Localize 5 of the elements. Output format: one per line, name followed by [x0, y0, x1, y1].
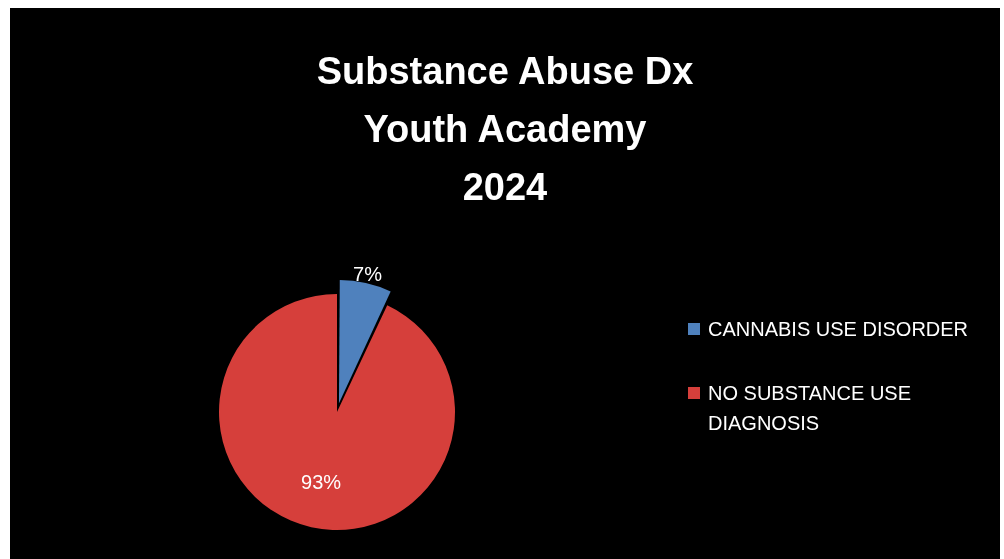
legend-label: NO SUBSTANCE USE DIAGNOSIS — [708, 381, 912, 436]
legend-label: CANNABIS USE DISORDER — [708, 317, 969, 342]
data-label: 93% — [301, 470, 342, 493]
chart-title: Substance Abuse Dx Youth Academy 2024 — [315, 49, 695, 210]
data-label: 7% — [353, 262, 383, 285]
